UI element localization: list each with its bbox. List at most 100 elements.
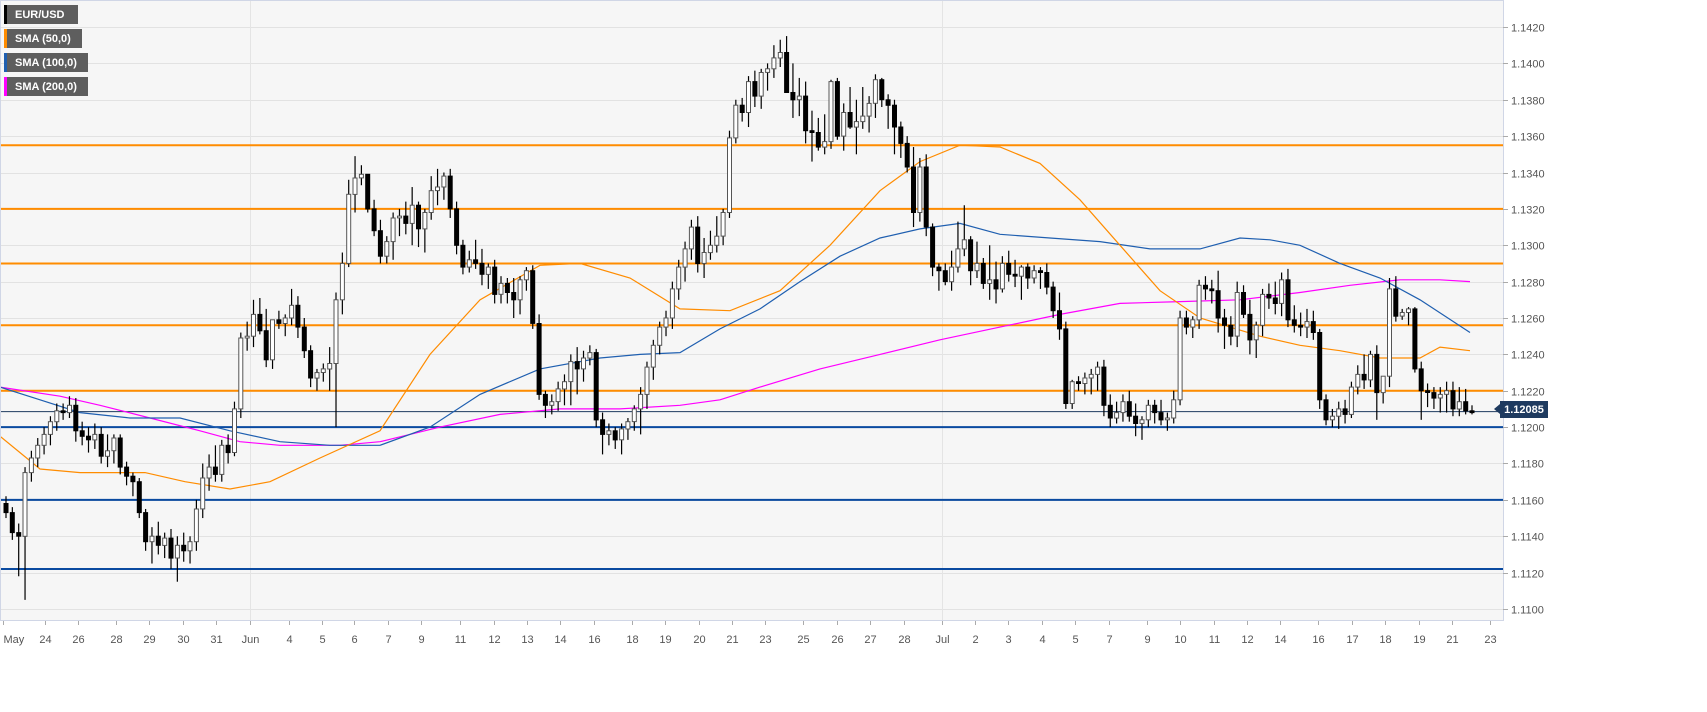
candle — [1190, 319, 1196, 328]
legend-item-sma50[interactable]: SMA (50,0) — [4, 29, 82, 48]
legend-item-sma100[interactable]: SMA (100,0) — [4, 53, 88, 72]
candle — [650, 344, 656, 368]
candle — [942, 270, 948, 283]
y-tick-label: 1.1320 — [1511, 205, 1545, 217]
candle — [47, 421, 53, 435]
candle — [1380, 375, 1386, 394]
candle — [1317, 332, 1323, 401]
candle — [473, 259, 479, 264]
candle — [980, 262, 986, 284]
candle — [1329, 415, 1335, 421]
candle — [549, 401, 555, 406]
candle — [136, 481, 142, 514]
candle — [1406, 308, 1411, 313]
candle — [35, 444, 41, 459]
candle — [1348, 386, 1354, 415]
candle — [1012, 273, 1018, 277]
candle — [987, 279, 993, 284]
candle — [1095, 366, 1101, 375]
sma100-line — [0, 222, 1471, 446]
x-tick-label: 28 — [110, 634, 122, 646]
candle — [727, 137, 732, 213]
candle — [377, 230, 383, 257]
candle — [822, 141, 828, 148]
x-tick-label: 3 — [1005, 634, 1011, 646]
candle — [568, 361, 574, 383]
candle — [1393, 288, 1399, 317]
candle — [911, 166, 916, 213]
x-tick-label: 19 — [1413, 634, 1425, 646]
candle — [390, 217, 396, 243]
x-tick-label: Jun — [242, 634, 260, 646]
candle — [485, 266, 491, 275]
candle — [1088, 373, 1094, 379]
candle — [1152, 404, 1158, 414]
legend-swatch — [4, 29, 7, 48]
x-tick-label: 23 — [1484, 634, 1496, 646]
candle — [866, 102, 872, 117]
candle — [270, 319, 275, 361]
y-tick-label: 1.1200 — [1511, 423, 1545, 435]
candle — [809, 130, 815, 133]
legend-label: SMA (100,0) — [15, 56, 77, 69]
candle — [1285, 279, 1291, 321]
candle — [130, 475, 136, 483]
candle — [917, 166, 923, 213]
legend-label: EUR/USD — [15, 8, 65, 21]
candle — [638, 393, 644, 410]
candle — [193, 508, 199, 543]
candle — [174, 544, 180, 559]
candle — [517, 279, 523, 301]
candle — [1177, 317, 1183, 401]
candle — [1171, 399, 1177, 419]
legend-item-sma200[interactable]: SMA (200,0) — [4, 77, 88, 96]
y-tick-label: 1.1360 — [1511, 132, 1545, 144]
candle — [308, 350, 314, 379]
candle — [1298, 324, 1304, 328]
candle — [1114, 412, 1120, 419]
x-tick-label: 26 — [831, 634, 843, 646]
candle — [606, 430, 612, 435]
legend-item-eurusd[interactable]: EUR/USD — [4, 5, 78, 24]
x-tick-label: 9 — [418, 634, 424, 646]
candle — [714, 235, 720, 246]
candle — [162, 537, 168, 546]
candle — [327, 363, 333, 370]
candle — [244, 335, 250, 339]
candle — [923, 166, 929, 228]
candle — [1234, 292, 1240, 337]
x-tick-label: 24 — [39, 634, 51, 646]
candle — [860, 115, 866, 123]
candle — [149, 535, 155, 543]
x-tick-label: 27 — [864, 634, 876, 646]
x-tick-label: 18 — [1379, 634, 1391, 646]
y-tick-label: 1.1240 — [1511, 350, 1545, 362]
x-tick-label: 6 — [351, 634, 357, 646]
legend-swatch — [4, 77, 7, 96]
candle — [841, 112, 847, 137]
candle — [853, 121, 859, 128]
y-tick-label: 1.1120 — [1511, 569, 1544, 581]
y-tick-label: 1.1180 — [1511, 459, 1544, 471]
candle — [1006, 262, 1012, 275]
candle — [1368, 353, 1373, 381]
candle — [1266, 293, 1272, 299]
x-tick-label: 20 — [693, 634, 705, 646]
candle — [892, 104, 897, 128]
candle — [257, 313, 263, 332]
candle — [460, 244, 466, 268]
plot-border — [0, 0, 1504, 621]
candle — [847, 112, 853, 128]
candle — [1247, 313, 1253, 341]
candle — [333, 299, 339, 364]
candle — [1044, 272, 1050, 288]
candle — [282, 317, 288, 324]
x-tick-label: 25 — [797, 634, 809, 646]
candle — [1183, 317, 1189, 328]
candle — [1215, 290, 1221, 319]
support-resistance-levels — [1, 144, 1503, 570]
x-tick-label: 16 — [588, 634, 600, 646]
candle — [562, 381, 567, 390]
candle — [79, 430, 85, 437]
